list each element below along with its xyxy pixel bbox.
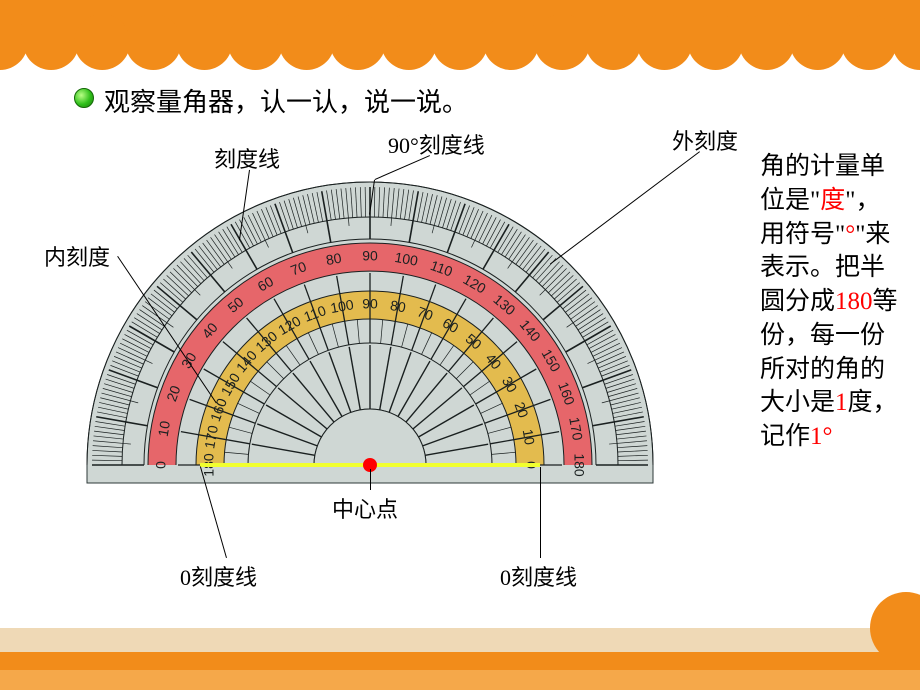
svg-text:10: 10	[520, 428, 538, 446]
callout-line	[370, 469, 371, 490]
label-zero-left: 0刻度线	[180, 560, 257, 592]
label-outer-scale: 外刻度	[672, 124, 738, 156]
slide-top-border	[0, 0, 920, 70]
svg-text:80: 80	[325, 250, 343, 268]
svg-text:80: 80	[389, 297, 407, 315]
svg-text:10: 10	[155, 419, 173, 437]
explanation-text: 角的计量单位是"度"，用符号"°"来表示。把半圆分成180等份，每一份所对的角的…	[760, 150, 900, 454]
protractor-diagram: 0102030405060708090100110120130140150160…	[70, 170, 670, 490]
svg-text:0: 0	[153, 461, 169, 469]
page-title: 观察量角器，认一认，说一说。	[104, 82, 468, 119]
label-center: 中心点	[332, 492, 398, 524]
label-zero-right: 0刻度线	[500, 560, 577, 592]
svg-text:180: 180	[571, 453, 587, 477]
slide-bottom-band-3	[0, 670, 920, 690]
callout-line	[540, 467, 541, 558]
svg-text:90: 90	[362, 248, 378, 264]
bullet-icon	[74, 88, 94, 108]
label-ninety: 90°刻度线	[388, 128, 485, 160]
svg-text:90: 90	[362, 296, 378, 312]
